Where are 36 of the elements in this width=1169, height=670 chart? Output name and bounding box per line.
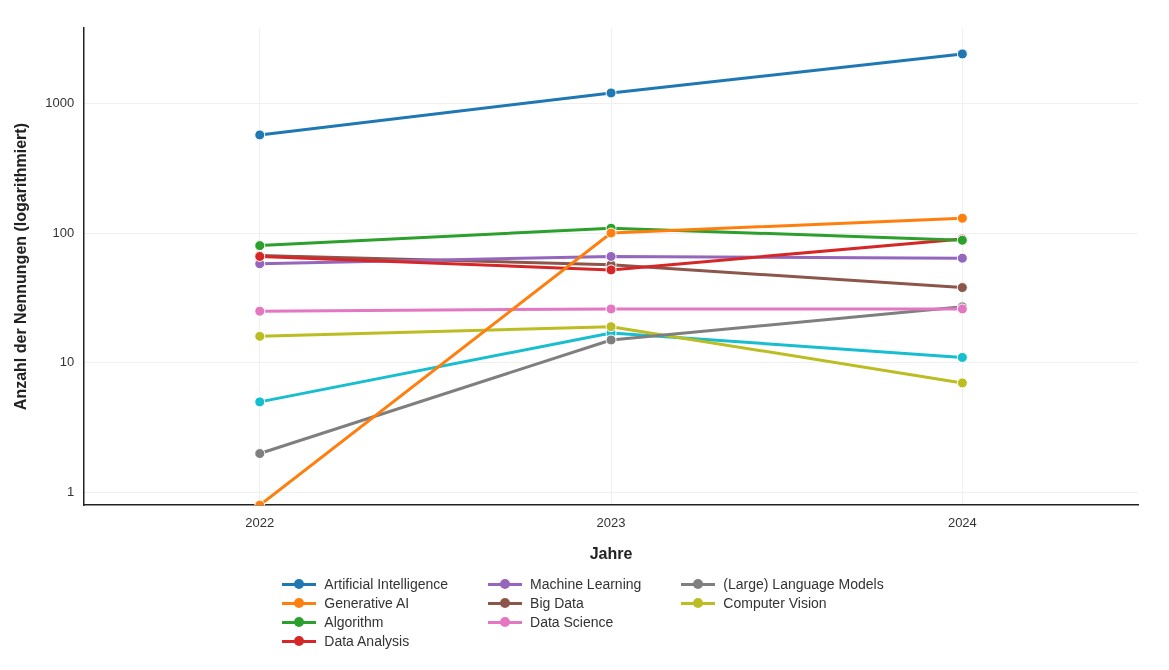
point <box>956 48 968 60</box>
point <box>605 264 617 276</box>
point <box>254 330 266 342</box>
x-tick-label: 2023 <box>596 514 626 530</box>
point <box>605 87 617 99</box>
x-tick-label: 2022 <box>245 514 275 530</box>
point <box>605 250 617 262</box>
y-tick-label: 1 <box>66 484 75 500</box>
point <box>956 351 968 363</box>
legend-label: Generative AI <box>324 595 410 611</box>
y-tick-label: 1000 <box>45 94 75 110</box>
legend-label: Artificial Intelligence <box>324 576 449 592</box>
point <box>254 240 266 252</box>
point <box>956 282 968 294</box>
legend-label: Data Analysis <box>324 633 410 649</box>
point <box>956 377 968 389</box>
y-tick-label: 10 <box>59 354 75 370</box>
x-tick-label: 2024 <box>947 514 977 530</box>
point <box>956 212 968 224</box>
point <box>605 227 617 239</box>
y-tick-label: 100 <box>52 224 75 240</box>
point <box>254 129 266 141</box>
legend-label: Data Science <box>530 614 614 630</box>
point <box>605 334 617 346</box>
point <box>254 396 266 408</box>
legend-label: Machine Learning <box>530 576 642 592</box>
legend-label: Big Data <box>530 595 584 611</box>
legend-label: Algorithm <box>324 614 384 630</box>
y-axis-title: Anzahl der Nennungen (logarithmiert) <box>12 123 30 411</box>
point <box>605 321 617 333</box>
legend-label: Computer Vision <box>723 595 827 611</box>
point <box>254 305 266 317</box>
point <box>956 252 968 264</box>
legend-label: (Large) Language Models <box>723 576 884 592</box>
x-axis-title: Jahre <box>589 544 633 562</box>
point <box>605 303 617 315</box>
